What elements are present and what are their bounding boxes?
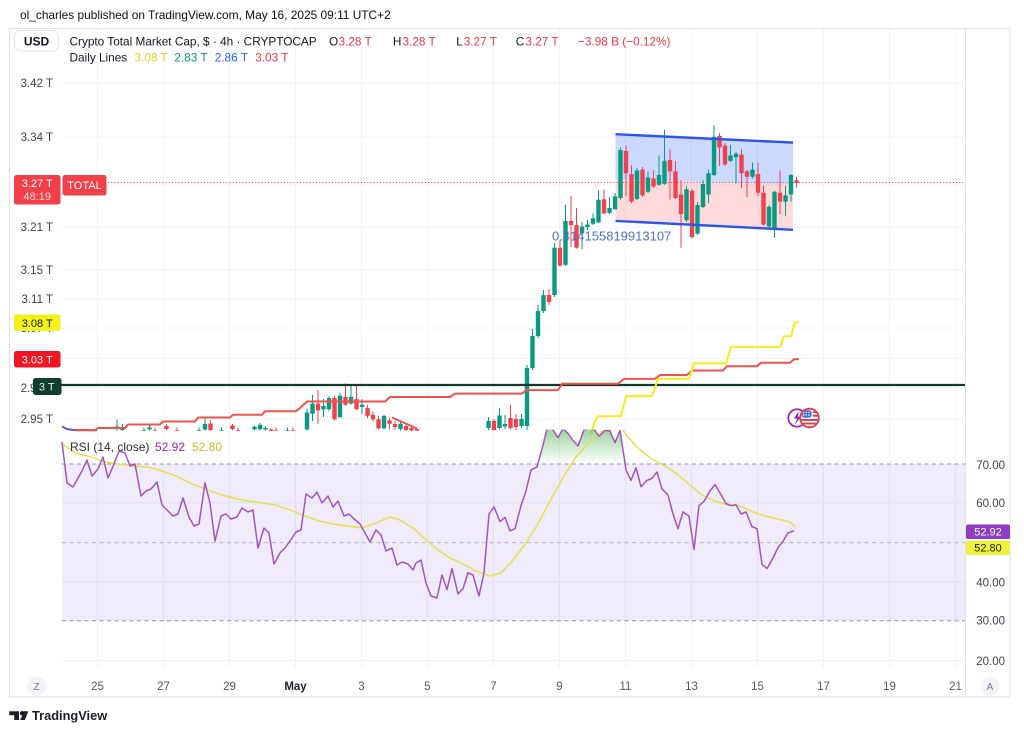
svg-text:3 T: 3 T (39, 382, 55, 394)
svg-text:A: A (987, 682, 994, 693)
svg-text:3.11 T: 3.11 T (21, 294, 53, 306)
svg-text:3.03 T: 3.03 T (22, 355, 53, 367)
svg-text:3: 3 (358, 681, 364, 693)
svg-text:27: 27 (157, 681, 170, 693)
svg-text:9: 9 (556, 681, 562, 693)
svg-text:48:19: 48:19 (23, 191, 51, 203)
svg-text:0.414155819913107: 0.414155819913107 (552, 229, 671, 244)
svg-text:USD: USD (24, 35, 50, 49)
svg-text:RSI (14, close): RSI (14, close) (70, 440, 149, 454)
svg-text:3.27 T: 3.27 T (464, 35, 497, 49)
svg-text:3.08 T: 3.08 T (22, 318, 53, 330)
svg-text:52.92: 52.92 (974, 527, 1002, 539)
svg-text:May: May (284, 681, 307, 693)
svg-text:Crypto Total Market Cap, $ · 4: Crypto Total Market Cap, $ · 4h · CRYPTO… (70, 35, 317, 49)
svg-text:52.80: 52.80 (192, 440, 222, 454)
svg-text:17: 17 (817, 681, 830, 693)
svg-text:2.86 T: 2.86 T (215, 51, 248, 65)
svg-text:11: 11 (620, 681, 632, 693)
svg-text:3.42 T: 3.42 T (21, 78, 53, 90)
svg-text:3.28 T: 3.28 T (403, 35, 436, 49)
svg-text:3.21 T: 3.21 T (21, 222, 53, 234)
svg-text:3.27 T: 3.27 T (525, 35, 558, 49)
svg-text:C: C (516, 35, 525, 49)
svg-text:−3.98 B (−0.12%): −3.98 B (−0.12%) (578, 35, 671, 49)
svg-text:Daily Lines: Daily Lines (70, 51, 128, 65)
svg-text:3.15 T: 3.15 T (21, 265, 53, 277)
svg-text:L: L (456, 35, 463, 49)
svg-text:3.27 T: 3.27 T (22, 178, 53, 190)
svg-text:TradingView: TradingView (32, 708, 107, 723)
svg-text:70.00: 70.00 (976, 460, 1005, 472)
svg-text:2.95 T: 2.95 T (21, 414, 53, 426)
svg-text:21: 21 (949, 681, 962, 693)
svg-text:7: 7 (490, 681, 496, 693)
svg-text:3.03 T: 3.03 T (255, 51, 288, 65)
svg-text:TOTAL: TOTAL (67, 180, 101, 192)
svg-text:3.28 T: 3.28 T (339, 35, 372, 49)
svg-text:13: 13 (685, 681, 698, 693)
svg-text:52.92: 52.92 (155, 440, 185, 454)
svg-text:20.00: 20.00 (976, 656, 1005, 668)
svg-text:29: 29 (223, 681, 236, 693)
svg-text:52.80: 52.80 (974, 543, 1002, 555)
svg-text:25: 25 (91, 681, 104, 693)
svg-text:19: 19 (883, 681, 896, 693)
svg-text:40.00: 40.00 (976, 578, 1005, 590)
svg-text:3.08 T: 3.08 T (135, 51, 168, 65)
svg-text:3.34 T: 3.34 T (21, 132, 53, 144)
svg-text:H: H (393, 35, 402, 49)
svg-text:60.00: 60.00 (976, 498, 1005, 510)
svg-text:5: 5 (424, 681, 430, 693)
svg-text:15: 15 (751, 681, 764, 693)
svg-text:O: O (329, 35, 338, 49)
svg-text:Z: Z (33, 682, 39, 693)
svg-text:2.83 T: 2.83 T (174, 51, 207, 65)
svg-text:30.00: 30.00 (976, 616, 1005, 628)
svg-text:ol_charles published on Tradin: ol_charles published on TradingView.com,… (20, 8, 391, 22)
